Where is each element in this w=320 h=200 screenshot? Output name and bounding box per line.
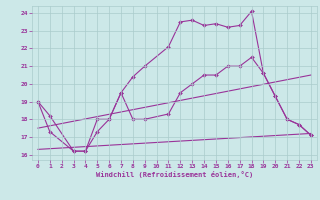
- X-axis label: Windchill (Refroidissement éolien,°C): Windchill (Refroidissement éolien,°C): [96, 171, 253, 178]
